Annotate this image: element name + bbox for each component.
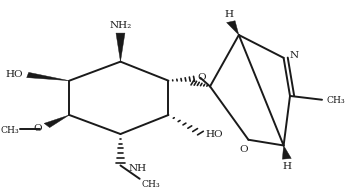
Text: NH₂: NH₂: [109, 21, 132, 30]
Text: H: H: [282, 162, 291, 171]
Text: H: H: [225, 10, 234, 19]
Text: CH₃: CH₃: [141, 180, 160, 189]
Text: N: N: [290, 51, 299, 60]
Text: O: O: [33, 124, 42, 133]
Text: O: O: [239, 145, 248, 154]
Text: HO: HO: [205, 130, 223, 139]
Polygon shape: [227, 21, 239, 35]
Text: NH: NH: [128, 164, 147, 173]
Text: O: O: [197, 73, 206, 82]
Polygon shape: [282, 146, 291, 159]
Text: CH₃: CH₃: [1, 126, 20, 135]
Text: HO: HO: [5, 70, 23, 79]
Polygon shape: [116, 33, 125, 62]
Polygon shape: [44, 115, 69, 127]
Polygon shape: [27, 72, 69, 81]
Text: CH₃: CH₃: [327, 96, 346, 105]
